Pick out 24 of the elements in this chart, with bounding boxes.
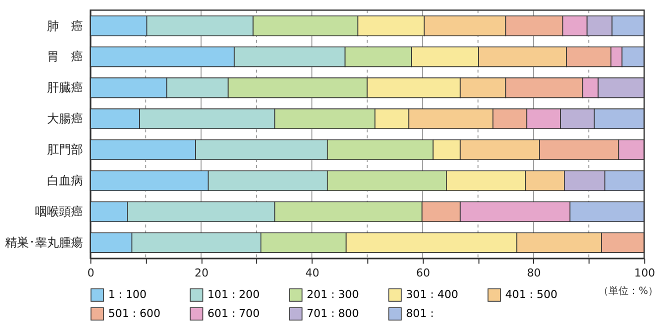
legend-label: 701 : 800 xyxy=(306,306,359,320)
y-tick-label: 肝臓癌 xyxy=(46,80,83,95)
x-tick-label: 100 xyxy=(634,266,656,280)
y-tick-label: 咽喉頭癌 xyxy=(34,204,83,219)
text: （単位：%） xyxy=(598,285,658,298)
legend-label: 601 : 700 xyxy=(207,306,260,320)
x-tick-label: 80 xyxy=(526,266,541,280)
legend-label: 301 : 400 xyxy=(406,288,458,302)
y-tick-label: 精巣･睾丸腫瘍 xyxy=(4,236,83,250)
legend-label: 101 : 200 xyxy=(207,288,260,302)
y-tick-label: 肛門部 xyxy=(46,142,83,157)
legend-label: 801 : xyxy=(406,306,434,320)
x-tick-label: 40 xyxy=(305,266,320,280)
y-tick-label: 肺 癌 xyxy=(46,18,83,33)
y-tick-label: 大腸癌 xyxy=(46,112,83,126)
y-tick-label: 胃 癌 xyxy=(46,50,83,64)
x-tick-label: 20 xyxy=(194,266,209,280)
legend-label: 501 : 600 xyxy=(108,306,160,320)
legend-label: 1 : 100 xyxy=(108,288,147,302)
y-tick-label: 白血病 xyxy=(46,174,83,188)
x-tick-label: 60 xyxy=(416,266,430,280)
legend-label: 201 : 300 xyxy=(306,288,359,302)
legend-label: 401 : 500 xyxy=(505,288,558,302)
x-tick-label: 0 xyxy=(87,266,94,280)
